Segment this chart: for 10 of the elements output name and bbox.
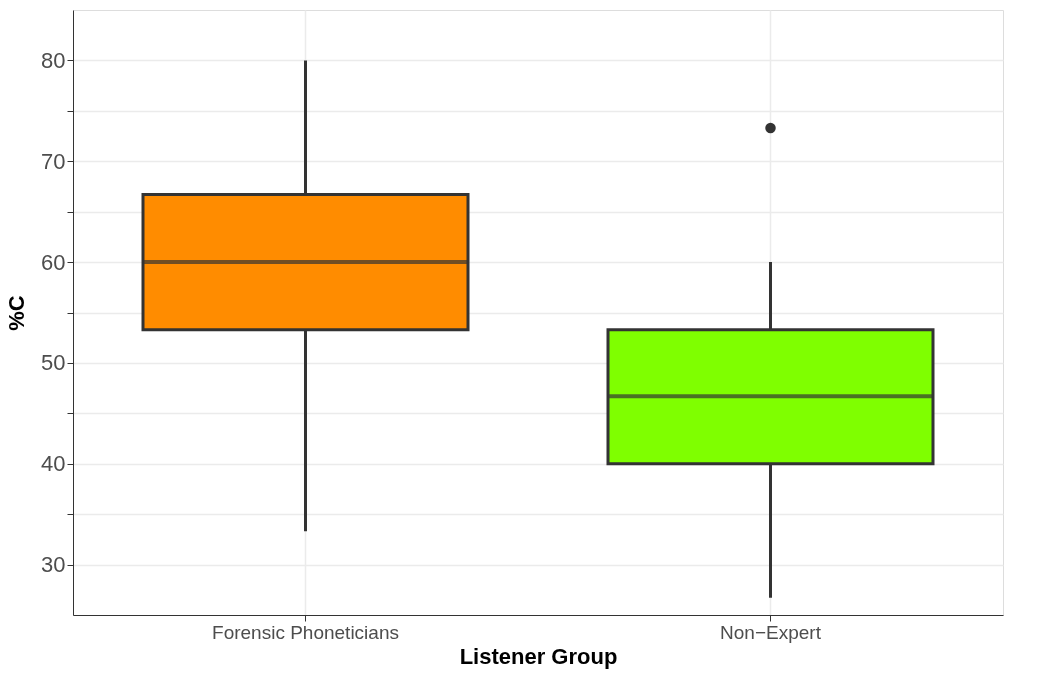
y-tick-label: 60 (41, 249, 66, 275)
y-tick-label: 30 (41, 552, 66, 578)
y-tick-label: 50 (41, 350, 66, 376)
x-tick-label: Forensic Phoneticians (212, 621, 399, 643)
y-axis-title: %C (4, 295, 30, 331)
y-tick-label: 70 (41, 148, 66, 174)
x-tick-label: Non−Expert (720, 621, 822, 643)
y-tick-label: 40 (41, 451, 66, 477)
x-axis-title: Listener Group (459, 643, 618, 669)
y-tick-label: 80 (41, 47, 66, 73)
